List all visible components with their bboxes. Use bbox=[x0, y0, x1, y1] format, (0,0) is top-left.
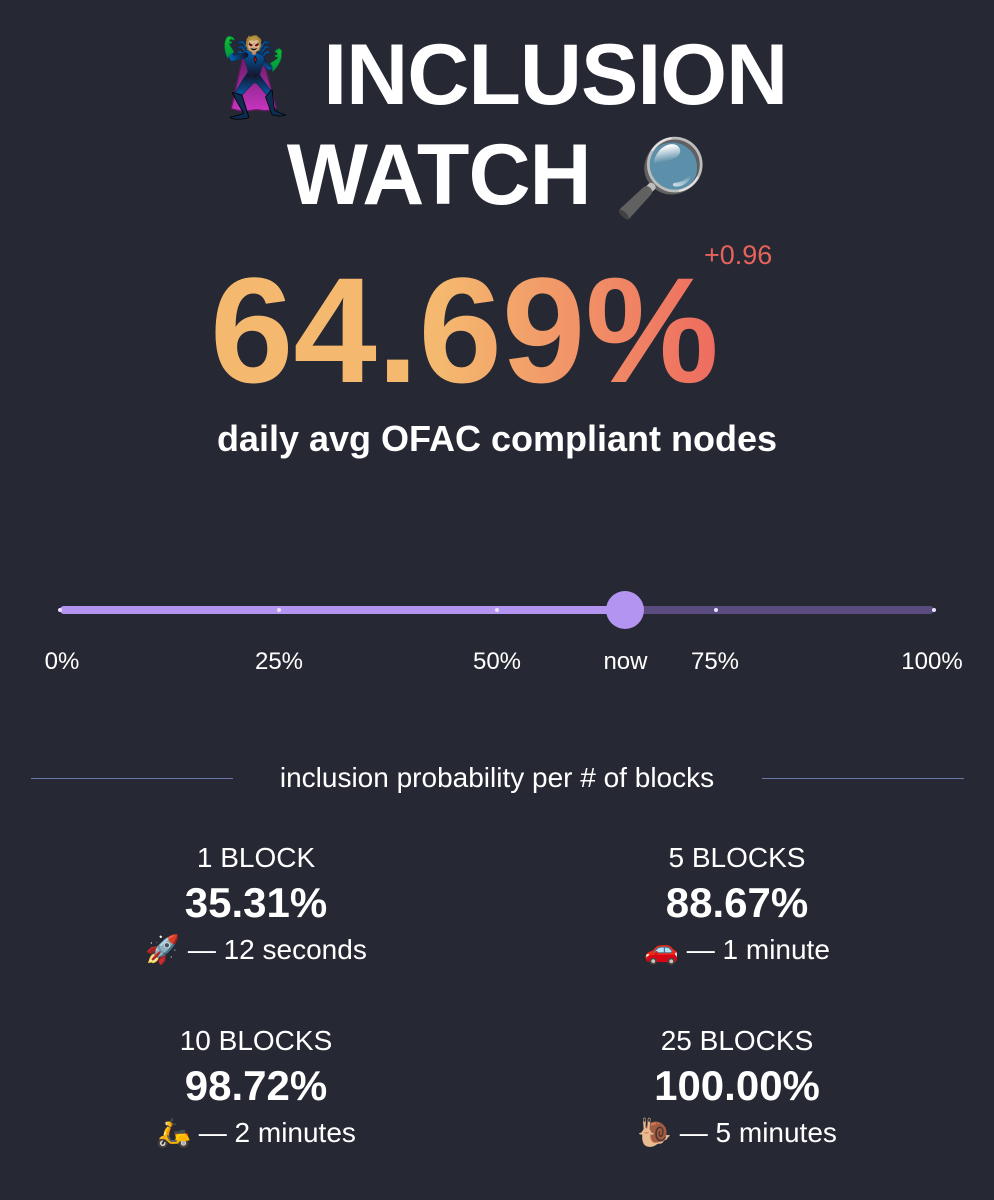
blocks-label: 10 BLOCKS bbox=[179, 1025, 333, 1056]
title-line-2: WATCH 🔎 bbox=[0, 125, 994, 229]
slider-tick-dot bbox=[713, 608, 718, 612]
probability-value: 35.31% bbox=[184, 879, 328, 926]
probability-card: 25 BLOCKS 100.00% 🐌 — 5 minutes bbox=[537, 1023, 937, 1153]
eta-text: — 2 minutes bbox=[198, 1117, 356, 1148]
rocket-icon: 🚀 bbox=[145, 934, 181, 965]
supervillain-icon: 🦹🏼 bbox=[206, 36, 302, 121]
tick-label: 100% bbox=[901, 648, 963, 675]
tick-label: 0% bbox=[44, 648, 80, 675]
magnifier-icon: 🔎 bbox=[613, 136, 709, 221]
blocks-label: 1 BLOCK bbox=[196, 842, 316, 873]
delta-value: +0.96 bbox=[704, 240, 773, 270]
snail-icon: 🐌 bbox=[637, 1117, 672, 1148]
eta-text: — 5 minutes bbox=[679, 1117, 837, 1148]
blocks-label: 5 BLOCKS bbox=[668, 842, 806, 873]
metric-subtitle: daily avg OFAC compliant nodes bbox=[216, 418, 778, 459]
slider-tick-dot bbox=[932, 608, 936, 612]
probability-value: 88.67% bbox=[665, 879, 809, 926]
probability-value: 98.72% bbox=[184, 1062, 328, 1109]
compliance-slider[interactable] bbox=[58, 591, 936, 629]
title-text-1: INCLUSION bbox=[323, 27, 788, 123]
eta-text: — 12 seconds bbox=[187, 934, 367, 965]
probability-card: 10 BLOCKS 98.72% 🛵 — 2 minutes bbox=[56, 1023, 456, 1153]
tick-label: 25% bbox=[254, 648, 304, 675]
section-title: inclusion probability per # of blocks bbox=[279, 762, 715, 793]
car-icon: 🚗 bbox=[644, 934, 679, 965]
slider-tick-dot bbox=[276, 608, 281, 612]
divider-left bbox=[31, 778, 233, 779]
slider-tick-dot bbox=[58, 608, 62, 612]
eta-text: — 1 minute bbox=[686, 934, 830, 965]
blocks-label: 25 BLOCKS bbox=[660, 1025, 814, 1056]
title-line-1: 🦹🏼 INCLUSION bbox=[0, 25, 994, 129]
slider-fill bbox=[60, 606, 626, 614]
probability-card: 5 BLOCKS 88.67% 🚗 — 1 minute bbox=[537, 840, 937, 970]
slider-thumb[interactable] bbox=[606, 591, 645, 629]
now-label: now bbox=[603, 648, 648, 675]
probability-card: 1 BLOCK 35.31% 🚀 — 12 seconds bbox=[56, 840, 456, 970]
tick-label: 75% bbox=[690, 648, 740, 675]
scooter-icon: 🛵 bbox=[156, 1117, 191, 1148]
divider-right bbox=[762, 778, 964, 779]
compliance-percentage: 64.69% bbox=[210, 246, 719, 414]
probability-value: 100.00% bbox=[654, 1062, 820, 1109]
title-text-2: WATCH bbox=[286, 127, 592, 223]
slider-tick-dot bbox=[495, 608, 499, 612]
tick-label: 50% bbox=[472, 648, 522, 675]
